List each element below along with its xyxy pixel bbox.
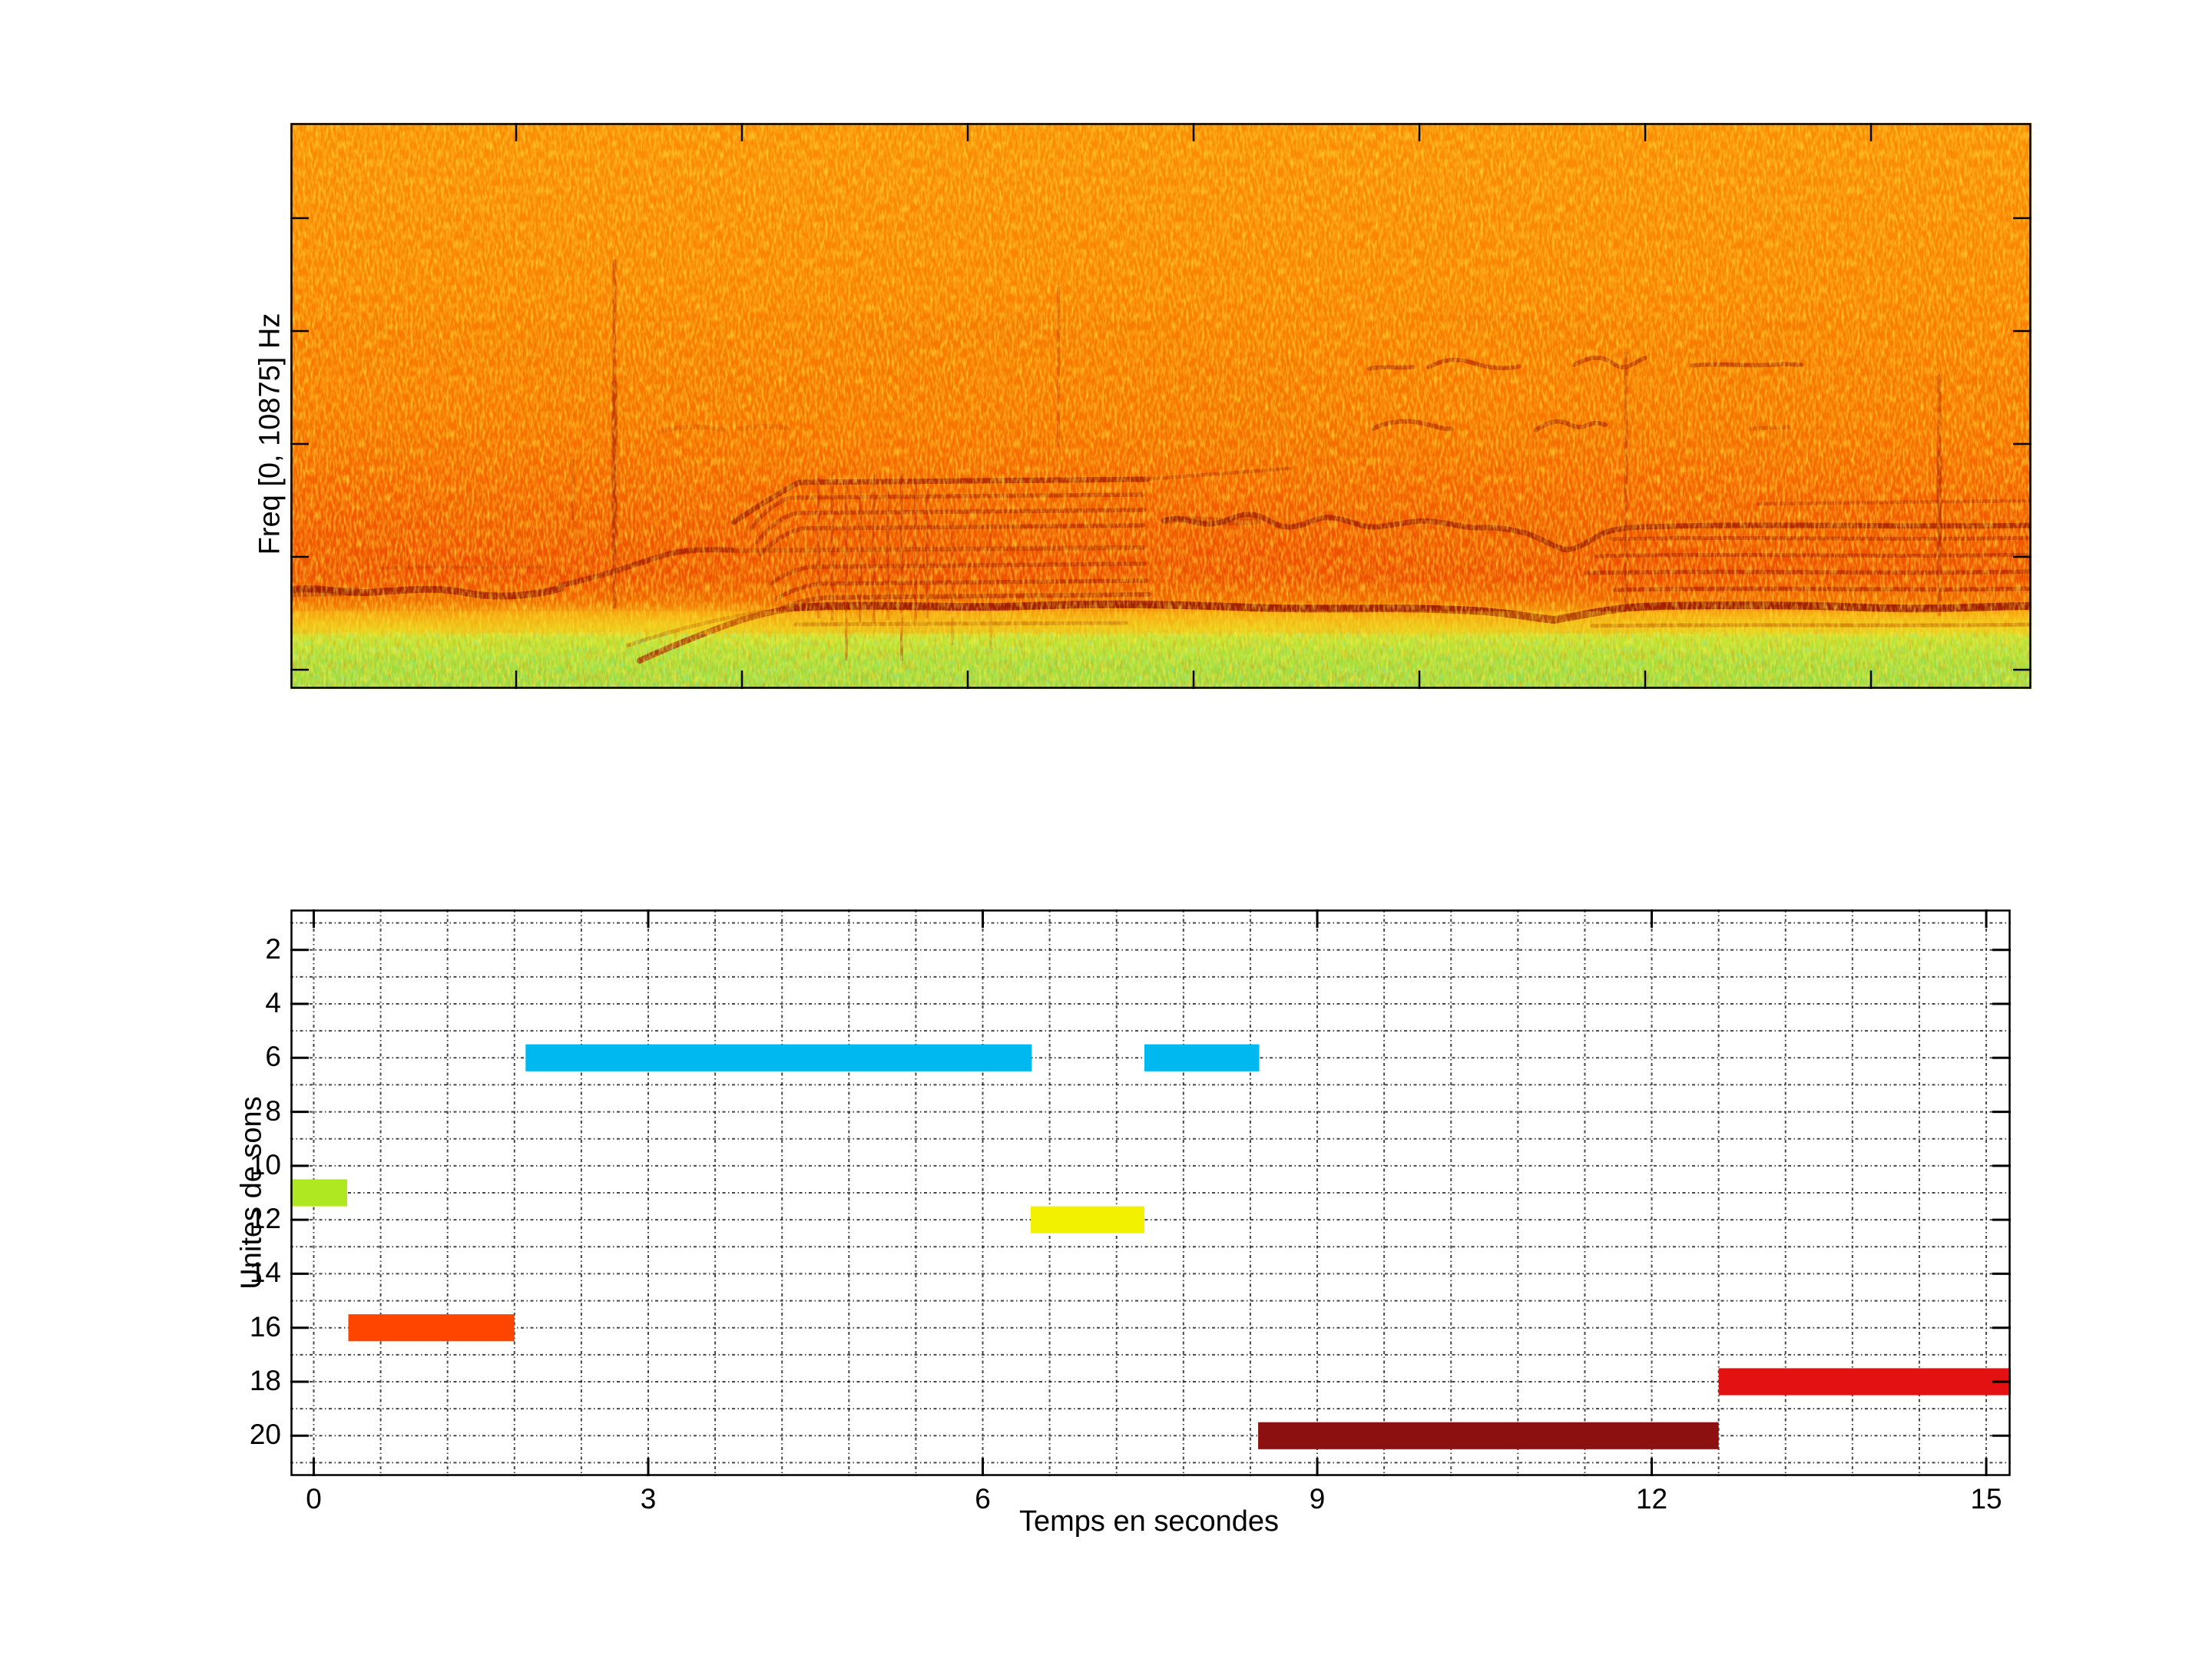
segment-bar-unit-11 bbox=[290, 1179, 348, 1207]
x-tick-label: 15 bbox=[1970, 1483, 2002, 1515]
spectrogram-y-axis-label: Freq [0, 10875] Hz bbox=[253, 313, 286, 555]
x-tick-label: 3 bbox=[640, 1483, 657, 1515]
segment-bar-unit-6 bbox=[525, 1044, 1032, 1071]
x-ticks-bottom bbox=[515, 671, 1873, 689]
spectrogram-yellow-speckle bbox=[290, 123, 2032, 689]
y-tick-label: 16 bbox=[249, 1310, 281, 1343]
segment-bar-unit-12 bbox=[1030, 1206, 1145, 1233]
spectrogram-transition-band bbox=[290, 611, 2032, 634]
y-ticks-right bbox=[2013, 217, 2032, 671]
segment-bar-unit-18 bbox=[1718, 1368, 2011, 1396]
spectrogram-green-band-yellow bbox=[290, 632, 2032, 689]
segment-bar-unit-16 bbox=[348, 1314, 515, 1342]
y-tick-label: 18 bbox=[249, 1365, 281, 1397]
y-tick-label: 14 bbox=[249, 1257, 281, 1289]
y-tick-label: 6 bbox=[265, 1041, 281, 1073]
y-tick-label: 10 bbox=[249, 1149, 281, 1181]
y-tick-label: 8 bbox=[265, 1094, 281, 1127]
y-tick-label: 4 bbox=[265, 987, 281, 1019]
spectrogram-axis-ticks bbox=[290, 123, 2032, 689]
y-tick-label: 20 bbox=[249, 1419, 281, 1451]
x-tick-label: 9 bbox=[1309, 1483, 1326, 1515]
plot-border bbox=[290, 909, 2011, 1476]
spectrogram-border bbox=[290, 123, 2032, 689]
y-tick-label: 2 bbox=[265, 932, 281, 965]
y-tick-label: 12 bbox=[249, 1203, 281, 1235]
spectrogram-plot bbox=[290, 123, 2032, 689]
x-tick-label: 6 bbox=[975, 1483, 991, 1515]
segment-bar-unit-20 bbox=[1258, 1422, 1719, 1449]
segment-bar-unit-6 bbox=[1144, 1044, 1260, 1071]
sound-units-plot bbox=[290, 909, 2011, 1476]
x-tick-label: 0 bbox=[306, 1483, 322, 1515]
x-axis-label: Temps en secondes bbox=[1019, 1505, 1279, 1538]
x-tick-label: 12 bbox=[1635, 1483, 1668, 1515]
y-ticks-left bbox=[290, 217, 309, 671]
x-ticks-top bbox=[515, 123, 1873, 141]
